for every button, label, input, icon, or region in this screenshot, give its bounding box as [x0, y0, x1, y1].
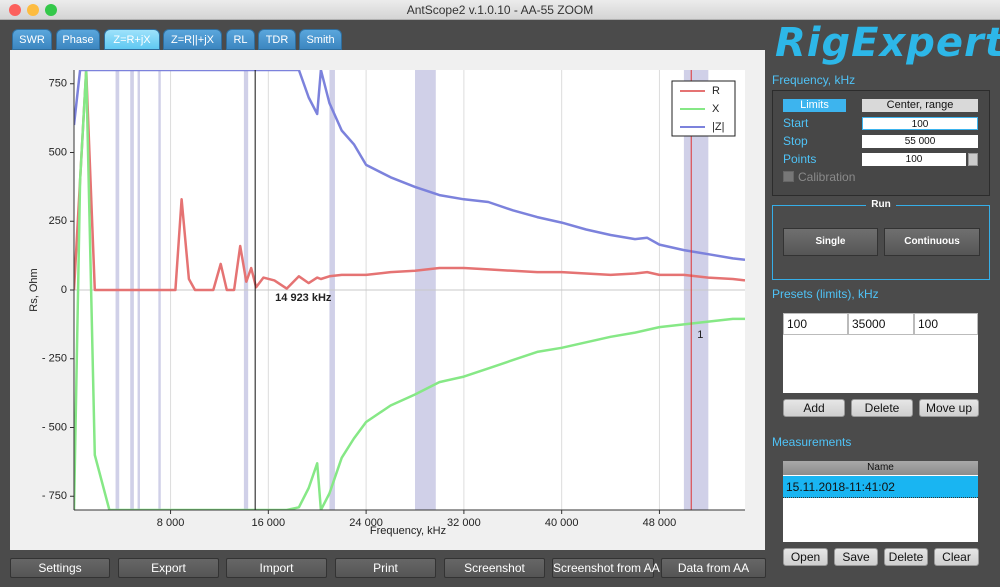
title-bar [0, 0, 1000, 20]
tab[interactable]: RL [226, 29, 255, 50]
tab[interactable]: Z=R||+jX [163, 29, 222, 50]
y-tick-label: 0 [61, 284, 67, 296]
overlay-layer: 8 000 16 000 24 000 32 000 40 000 48 000 - 750… [42, 70, 736, 529]
checkbox[interactable] [783, 171, 794, 182]
y-tick-label: - 500 [42, 421, 67, 433]
toolbar-button[interactable]: Data from AA [661, 558, 766, 578]
chart-panel: 8 000 16 000 24 000 32 000 40 000 48 000 - 750… [10, 50, 765, 550]
table-cell[interactable]: 35000 [848, 313, 914, 335]
y-tick-label: 750 [49, 78, 67, 90]
x-tick-label: 48 000 [643, 517, 677, 529]
section-title: Presets (limits), kHz [772, 287, 879, 301]
continuous-button[interactable]: Continuous [884, 228, 980, 256]
zoom-button[interactable] [45, 4, 57, 16]
table-header[interactable]: Name [783, 461, 978, 475]
tab[interactable]: Z=R+jX [104, 29, 160, 50]
tab[interactable]: SWR [12, 29, 52, 50]
delete-button[interactable]: Delete [851, 399, 913, 417]
stop-input[interactable]: 55 000 [862, 135, 978, 148]
start-input[interactable]: 100 [862, 117, 978, 130]
points-input[interactable]: 100 [862, 153, 966, 166]
y-tick-label: - 750 [42, 490, 67, 502]
minimize-button[interactable] [27, 4, 39, 16]
x-tick-label: 32 000 [447, 517, 481, 529]
spinner[interactable] [968, 153, 978, 166]
chart: 8 000 16 000 24 000 32 000 40 000 48 000 - 750… [28, 70, 745, 537]
y-tick-label: 250 [49, 215, 67, 227]
calibration-label: Calibration [798, 170, 856, 184]
field-label: Start [783, 116, 809, 130]
limits-button[interactable]: Limits [783, 99, 846, 112]
marker-label: 1 [697, 329, 703, 341]
tab[interactable]: TDR [258, 29, 296, 50]
toolbar-button[interactable]: Import [226, 558, 327, 578]
toolbar-button[interactable]: Export [118, 558, 219, 578]
section-title: Frequency, kHz [772, 73, 856, 87]
delete-button[interactable]: Delete [884, 548, 928, 566]
add-button[interactable]: Add [783, 399, 845, 417]
legend-label: R [712, 85, 720, 97]
x-axis-label: Frequency, kHz [370, 525, 446, 537]
series-line [74, 70, 745, 510]
y-tick-label: 500 [49, 146, 67, 158]
toolbar-button[interactable]: Settings [10, 558, 110, 578]
legend-label: |Z| [712, 121, 724, 133]
field-label: Points [783, 152, 817, 166]
x-tick-label: 8 000 [157, 517, 185, 529]
measurement-row[interactable]: 15.11.2018-11:41:02 [783, 476, 978, 498]
series-line [74, 70, 745, 292]
x-tick-label: 40 000 [545, 517, 579, 529]
single-button[interactable]: Single [783, 228, 878, 256]
field-label: Stop [783, 134, 808, 148]
move-up-button[interactable]: Move up [919, 399, 979, 417]
y-axis-label: Rs, Ohm [28, 268, 40, 311]
table-cell[interactable]: 100 [914, 313, 978, 335]
save-button[interactable]: Save [834, 548, 878, 566]
window-title: AntScope2 v.1.0.10 - AA-55 ZOOM [406, 3, 594, 17]
section-title: Measurements [772, 435, 852, 449]
table-cell[interactable]: 100 [783, 313, 848, 335]
series-line [74, 70, 745, 262]
run-title: Run [866, 199, 896, 210]
tab[interactable]: Phase [56, 29, 100, 50]
toolbar-button[interactable]: Screenshot from AA [552, 558, 660, 578]
y-tick-label: - 250 [42, 353, 67, 365]
toolbar-button[interactable]: Screenshot [444, 558, 545, 578]
logo: RigExpert [775, 20, 1000, 66]
tab[interactable]: Smith [299, 29, 342, 50]
open-button[interactable]: Open [783, 548, 828, 566]
cursor-label: 14 923 kHz [275, 292, 332, 304]
plot-layer [74, 70, 745, 510]
clear-button[interactable]: Clear [934, 548, 979, 566]
x-tick-label: 16 000 [252, 517, 286, 529]
legend-label: X [712, 103, 720, 115]
center-range-button[interactable]: Center, range [862, 99, 978, 112]
x-tick-label: 24 000 [349, 517, 383, 529]
close-button[interactable] [9, 4, 21, 16]
toolbar-button[interactable]: Print [335, 558, 436, 578]
